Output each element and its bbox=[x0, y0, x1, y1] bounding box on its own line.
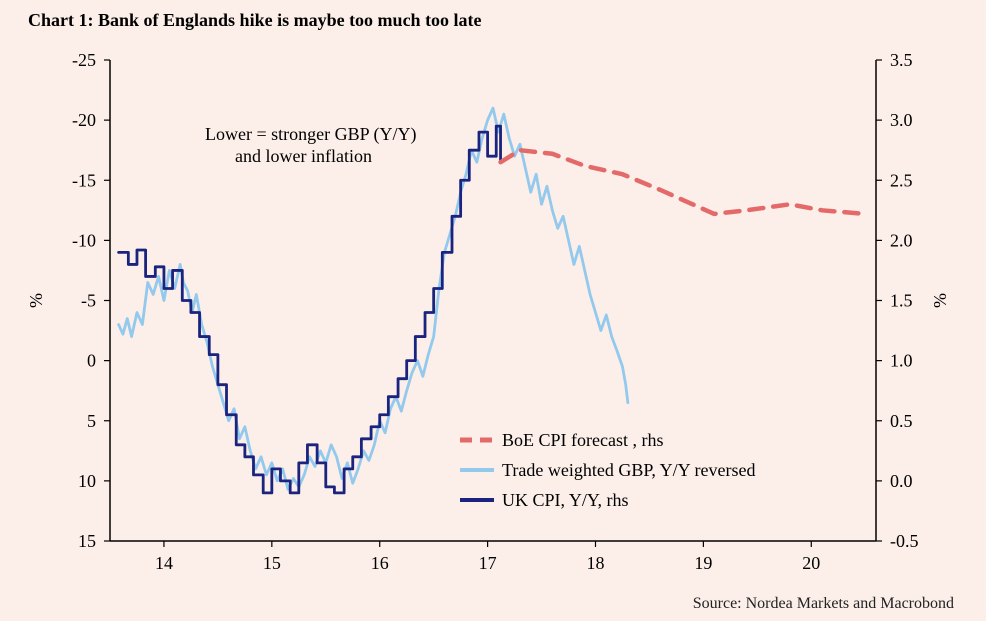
svg-text:Trade weighted GBP, Y/Y revers: Trade weighted GBP, Y/Y reversed bbox=[502, 460, 755, 480]
svg-text:0: 0 bbox=[87, 351, 96, 371]
svg-text:1.5: 1.5 bbox=[890, 291, 913, 311]
svg-text:-5: -5 bbox=[81, 291, 96, 311]
svg-text:0.0: 0.0 bbox=[890, 471, 913, 491]
svg-text:20: 20 bbox=[802, 553, 820, 573]
svg-text:UK CPI, Y/Y, rhs: UK CPI, Y/Y, rhs bbox=[502, 490, 629, 510]
svg-text:3.5: 3.5 bbox=[890, 50, 913, 70]
svg-text:19: 19 bbox=[694, 553, 712, 573]
svg-text:5: 5 bbox=[87, 411, 96, 431]
svg-text:2.5: 2.5 bbox=[890, 170, 913, 190]
svg-text:10: 10 bbox=[78, 471, 96, 491]
svg-text:3.0: 3.0 bbox=[890, 110, 913, 130]
svg-text:-25: -25 bbox=[72, 50, 96, 70]
svg-text:%: % bbox=[26, 293, 46, 308]
svg-text:2.0: 2.0 bbox=[890, 230, 913, 250]
svg-text:%: % bbox=[930, 293, 950, 308]
svg-text:0.5: 0.5 bbox=[890, 411, 913, 431]
svg-text:1.0: 1.0 bbox=[890, 351, 913, 371]
svg-text:BoE CPI forecast , rhs: BoE CPI forecast , rhs bbox=[502, 430, 663, 450]
svg-text:17: 17 bbox=[479, 553, 497, 573]
source-caption: Source: Nordea Markets and Macrobond bbox=[693, 595, 954, 613]
line-chart: -25 -20 -15 -10 -5 0 5 10 15 3.5 3.0 2.5 2.0 1.5 1.0 0.… bbox=[0, 0, 986, 621]
svg-text:15: 15 bbox=[78, 531, 96, 551]
svg-text:-20: -20 bbox=[72, 110, 96, 130]
svg-text:14: 14 bbox=[155, 553, 173, 573]
svg-text:and lower inflation: and lower inflation bbox=[235, 146, 372, 166]
svg-text:18: 18 bbox=[586, 553, 604, 573]
svg-text:-0.5: -0.5 bbox=[890, 531, 919, 551]
svg-text:16: 16 bbox=[371, 553, 389, 573]
svg-text:-10: -10 bbox=[72, 230, 96, 250]
svg-text:15: 15 bbox=[263, 553, 281, 573]
svg-text:-15: -15 bbox=[72, 170, 96, 190]
chart-container: Chart 1: Bank of Englands hike is maybe … bbox=[0, 0, 986, 621]
svg-text:Lower = stronger GBP (Y/Y): Lower = stronger GBP (Y/Y) bbox=[205, 124, 416, 145]
